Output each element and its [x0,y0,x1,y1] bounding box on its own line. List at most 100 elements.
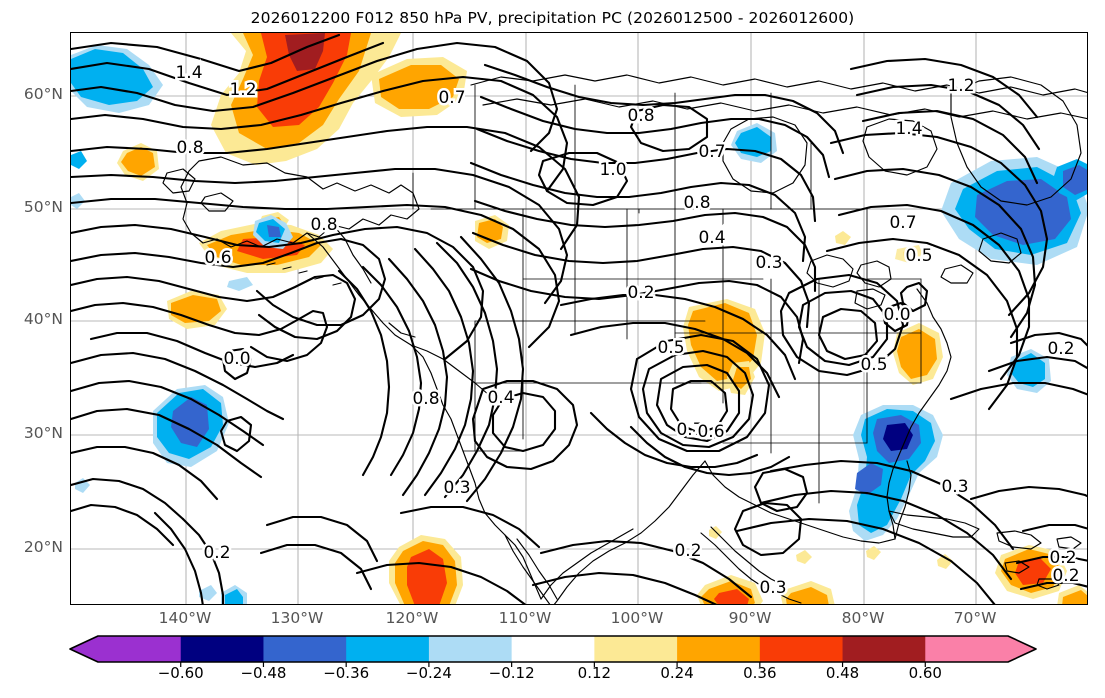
colorbar-segment[interactable] [180,636,264,662]
contour-label-halo: 0.8 [176,138,203,158]
colorbar-segment[interactable] [511,636,595,662]
contour-label: 0.8 [176,138,203,158]
contour-label-halo: 0.8 [627,106,654,126]
contour-label-halo: 0.3 [941,477,968,497]
contour-label: 1.4 [175,63,202,83]
lon-tick-label: 120°W [385,609,439,627]
colorbar-segment[interactable] [346,636,430,662]
contour-label-halo: 0.7 [438,88,465,108]
contour-label: 0.3 [941,477,968,497]
contour-label: 0.2 [1052,566,1079,586]
colorbar-tick-label: −0.48 [240,664,287,682]
shaded-precip-patches [71,33,1087,604]
map-plot-area[interactable]: 1.4 1.4 1.2 1.2 0.7 0.7 0.8 0.8 0.8 0.8 1.0 1.0 0.7 0… [70,32,1088,605]
contour-label: 0.8 [683,193,710,213]
contour-label-halo: 0.3 [443,478,470,498]
contour-label-halo: 0.7 [676,420,703,440]
contour-label: 1.0 [599,160,626,180]
colorbar-tick-label: −0.24 [405,664,452,682]
colorbar-tick-label: −0.60 [157,664,204,682]
contour-label-halo: 1.4 [175,63,202,83]
lon-tick-label: 110°W [498,609,552,627]
colorbar-segment[interactable] [842,636,926,662]
colorbar-tick-label: −0.36 [323,664,370,682]
contour-label: 0.8 [310,215,337,235]
lon-tick-label: 100°W [610,609,664,627]
contour-label: 0.6 [204,248,231,268]
contour-label: 0.4 [698,228,725,248]
contour-label-halo: 0.5 [905,246,932,266]
contour-label: 0.3 [759,578,786,598]
colorbar-segment[interactable] [594,636,678,662]
lat-tick-label: 20°N [23,538,63,556]
lat-tick-label: 50°N [23,198,63,216]
contour-label-halo: 0.0 [883,305,910,325]
contour-label-halo: 0.5 [657,338,684,358]
colorbar-extend-max [1008,636,1036,662]
colorbar-tick-label: 0.36 [743,664,777,682]
contour-label: 0.3 [443,478,470,498]
contour-label: 0.6 [697,422,724,442]
colorbar-segment[interactable] [759,636,844,662]
lon-tick-label: 140°W [158,609,212,627]
colorbar-segment[interactable] [677,636,761,662]
contour-label-halo: 0.8 [683,193,710,213]
contour-label-halo: 0.3 [759,578,786,598]
contour-label-halo: 0.6 [697,422,724,442]
contour-label: 0.2 [203,543,230,563]
contour-label-halo: 0.8 [310,215,337,235]
contour-value-labels: 1.41.41.21.2 0.70.70.80.80.80.81.01.00.70… [173,61,1082,601]
contour-label-halo: 0.2 [1049,548,1076,568]
contour-label-halo: 1.2 [229,80,256,100]
colorbar-tick-label: 0.48 [825,664,860,682]
contour-label: 0.0 [223,349,250,369]
contour-label-halo: 1.4 [895,119,922,139]
contour-label: 0.7 [438,88,465,108]
lon-tick-label: 130°W [270,609,324,627]
colorbar-swatches [69,635,1037,667]
contour-label: 0.2 [1049,548,1076,568]
contour-label-halo: 1.0 [599,160,626,180]
contour-label-halo: 0.3 [755,253,782,273]
contour-label: 0.3 [755,253,782,273]
contour-label-halo: 0.2 [1047,339,1074,359]
contour-label-halo: 0.7 [889,213,916,233]
colorbar-segment[interactable] [925,636,1009,662]
colorbar-segment[interactable] [263,636,347,662]
lat-tick-label: 30°N [23,424,63,442]
lat-tick-label: 40°N [23,310,63,328]
lon-tick-label: 90°W [728,609,772,627]
contour-label: 0.8 [412,389,439,409]
colorbar-tick-label: −0.12 [488,664,535,682]
pv-contours [71,33,1087,604]
contour-label: 1.2 [947,76,974,96]
colorbar-segment[interactable] [428,636,513,662]
contour-label-halo: 0.8 [412,389,439,409]
contour-label-halo: 1.2 [947,76,974,96]
contour-label-halo: 0.7 [698,142,725,162]
colorbar-tick-label: 0.60 [908,664,942,682]
colorbar-tick-label: 0.12 [577,664,612,682]
map-svg: 1.41.41.21.2 0.70.70.80.80.80.81.01.00.70… [71,33,1087,604]
contour-label: 1.2 [229,80,256,100]
contour-label: 0.7 [676,420,703,440]
contour-label: 0.2 [627,283,654,303]
page-title: 2026012200 F012 850 hPa PV, precipitatio… [250,9,855,27]
contour-label-halo: 0.5 [860,355,887,375]
contour-label: 0.5 [860,355,887,375]
colorbar-tick-label: 0.24 [660,664,694,682]
contour-label: 0.2 [674,541,701,561]
contour-label-halo: 0.4 [487,388,514,408]
colorbar[interactable]: −0.60 −0.48 −0.36 −0.24 −0.12 0.12 0.24 0.36 0.4… [0,634,1105,698]
lon-tick-label: 80°W [841,609,885,627]
lat-tick-label: 60°N [23,85,63,103]
contour-label-halo: 0.2 [203,543,230,563]
colorbar-segment[interactable] [98,636,182,662]
contour-label: 0.5 [657,338,684,358]
contour-label: 0.0 [883,305,910,325]
contour-label-halo: 0.0 [223,349,250,369]
contour-label-halo: 0.2 [1052,566,1079,586]
contour-label: 0.2 [1047,339,1074,359]
contour-label: 0.4 [487,388,514,408]
contour-label: 0.5 [905,246,932,266]
